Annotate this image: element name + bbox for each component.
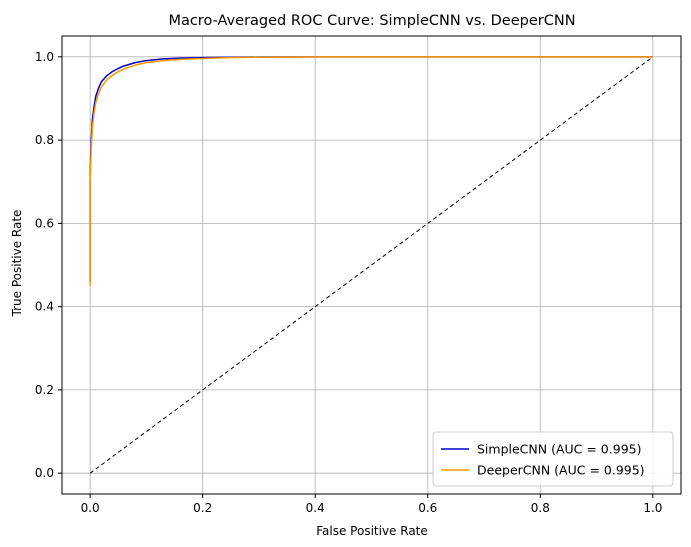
chart-title: Macro-Averaged ROC Curve: SimpleCNN vs. … [168,13,575,29]
x-axis-label: False Positive Rate [316,524,428,538]
x-tick-label: 0.6 [418,501,437,515]
x-tick-label: 0.4 [306,501,325,515]
y-tick-label: 0.2 [35,383,54,397]
y-tick-label: 0.4 [35,300,54,314]
y-tick-label: 0.8 [35,133,54,147]
x-tick-label: 0.8 [531,501,550,515]
legend-entry-label: SimpleCNN (AUC = 0.995) [477,442,641,457]
legend-box [432,431,674,487]
y-tick-label: 0.0 [35,466,54,480]
chance-diagonal-line [89,56,654,474]
series-line-deepercnn [89,56,653,286]
legend-entry-label: DeeperCNN (AUC = 0.995) [477,463,645,478]
plot-area: 0.0 0.2 0.4 0.6 0.8 1.0 0.0 0.2 0.4 0.6 0.8 1.0 Simp… [35,35,682,515]
y-tick-label: 1.0 [35,50,54,64]
x-tick-label: 0.2 [193,501,212,515]
y-tick-label: 0.6 [35,216,54,230]
axes-frame [61,35,682,495]
y-axis-label: True Positive Rate [10,210,24,318]
x-tick-label: 1.0 [643,501,662,515]
x-tick-label: 0.0 [81,501,100,515]
